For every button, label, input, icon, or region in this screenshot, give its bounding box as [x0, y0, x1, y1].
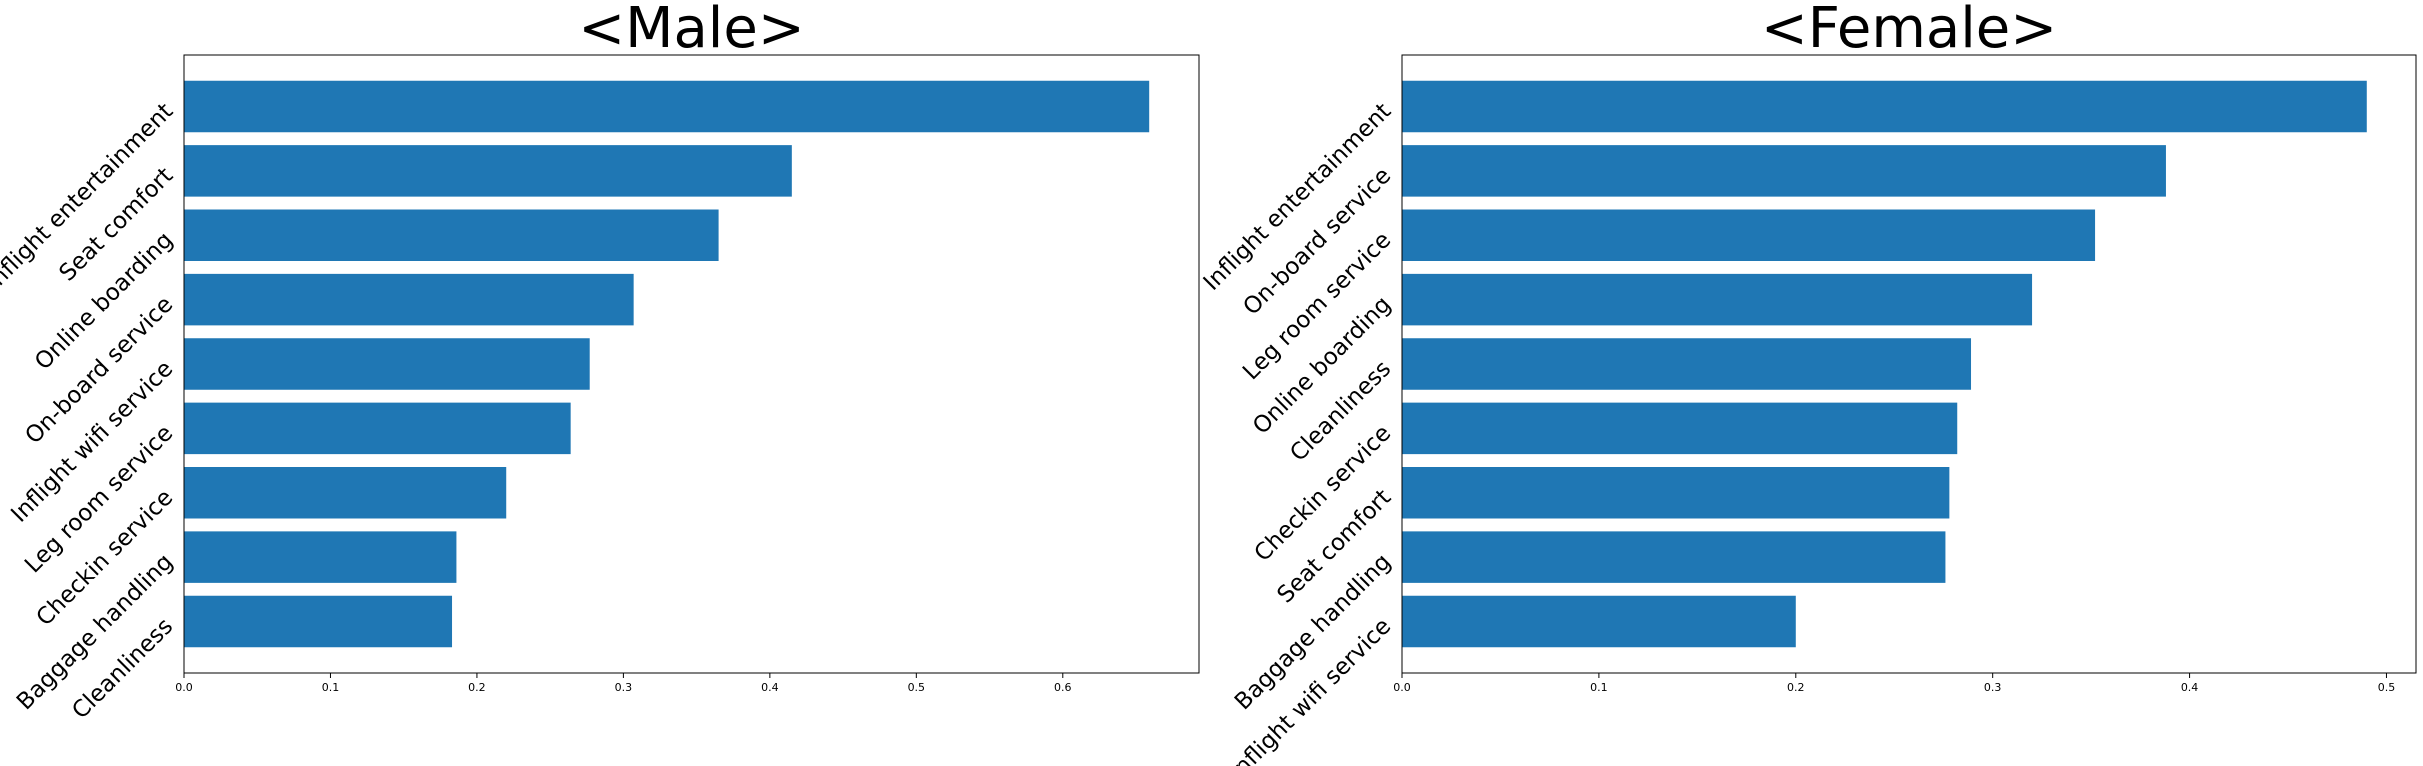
- male-x-tick-label: 0.4: [761, 681, 779, 694]
- female-bar: [1402, 273, 2033, 326]
- male-plot-frame: [183, 54, 1200, 674]
- male-category-label: Seat comfort: [55, 163, 179, 287]
- female-bar: [1402, 531, 1946, 583]
- male-chart-title: <Male>: [578, 0, 805, 61]
- female-x-tick-label: 0.5: [2378, 681, 2396, 694]
- male-bar: [184, 467, 507, 519]
- female-bar: [1402, 80, 2367, 133]
- male-bar: [184, 338, 590, 390]
- male-x-tick-label: 0.3: [615, 681, 633, 694]
- female-bar: [1402, 402, 1958, 455]
- female-bar: [1402, 145, 2166, 197]
- male-bar: [184, 402, 571, 455]
- female-bar: [1402, 338, 1972, 390]
- female-x-tick-label: 0.1: [1590, 681, 1608, 694]
- female-bar: [1402, 209, 2096, 261]
- male-x-tick-label: 0.1: [322, 681, 340, 694]
- female-chart-panel: <Female> Inflight entertainmentOn-board …: [1199, 0, 2417, 766]
- female-chart-title: <Female>: [1761, 0, 2057, 61]
- male-x-tick-label: 0.2: [468, 681, 486, 694]
- female-category-label: Seat comfort: [1273, 485, 1397, 609]
- male-x-tick-label: 0.0: [175, 681, 193, 694]
- female-x-tick-label: 0.3: [1984, 681, 2002, 694]
- male-bar: [184, 531, 457, 583]
- male-bar: [184, 145, 792, 197]
- female-bar: [1402, 595, 1796, 648]
- male-x-tick-label: 0.5: [908, 681, 926, 694]
- male-bar: [184, 80, 1150, 133]
- female-plot-frame: [1401, 54, 2417, 674]
- male-bar: [184, 209, 719, 261]
- male-bar: [184, 273, 634, 326]
- male-bar: [184, 595, 453, 648]
- male-x-tick-label: 0.6: [1054, 681, 1072, 694]
- female-x-tick-label: 0.4: [2181, 681, 2199, 694]
- female-x-tick-label: 0.0: [1393, 681, 1411, 694]
- female-bar: [1402, 467, 1950, 519]
- female-x-tick-label: 0.2: [1787, 681, 1805, 694]
